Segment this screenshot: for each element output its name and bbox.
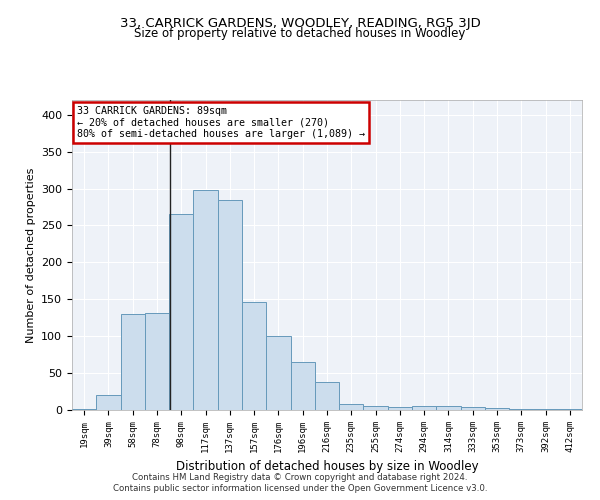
Bar <box>290 362 315 410</box>
Bar <box>461 407 485 410</box>
Bar <box>339 404 364 410</box>
Bar <box>242 302 266 410</box>
X-axis label: Distribution of detached houses by size in Woodley: Distribution of detached houses by size … <box>176 460 478 473</box>
Text: 33 CARRICK GARDENS: 89sqm
← 20% of detached houses are smaller (270)
80% of semi: 33 CARRICK GARDENS: 89sqm ← 20% of detac… <box>77 106 365 140</box>
Text: 33, CARRICK GARDENS, WOODLEY, READING, RG5 3JD: 33, CARRICK GARDENS, WOODLEY, READING, R… <box>119 18 481 30</box>
Bar <box>169 214 193 410</box>
Bar <box>121 314 145 410</box>
Text: Size of property relative to detached houses in Woodley: Size of property relative to detached ho… <box>134 28 466 40</box>
Text: Contains public sector information licensed under the Open Government Licence v3: Contains public sector information licen… <box>113 484 487 493</box>
Bar <box>266 336 290 410</box>
Bar <box>412 406 436 410</box>
Bar <box>509 408 533 410</box>
Bar <box>72 408 96 410</box>
Bar <box>193 190 218 410</box>
Bar <box>145 312 169 410</box>
Bar <box>364 406 388 410</box>
Bar <box>96 395 121 410</box>
Bar <box>436 406 461 410</box>
Bar <box>485 408 509 410</box>
Text: Contains HM Land Registry data © Crown copyright and database right 2024.: Contains HM Land Registry data © Crown c… <box>132 472 468 482</box>
Bar <box>218 200 242 410</box>
Y-axis label: Number of detached properties: Number of detached properties <box>26 168 35 342</box>
Bar <box>388 407 412 410</box>
Bar <box>315 382 339 410</box>
